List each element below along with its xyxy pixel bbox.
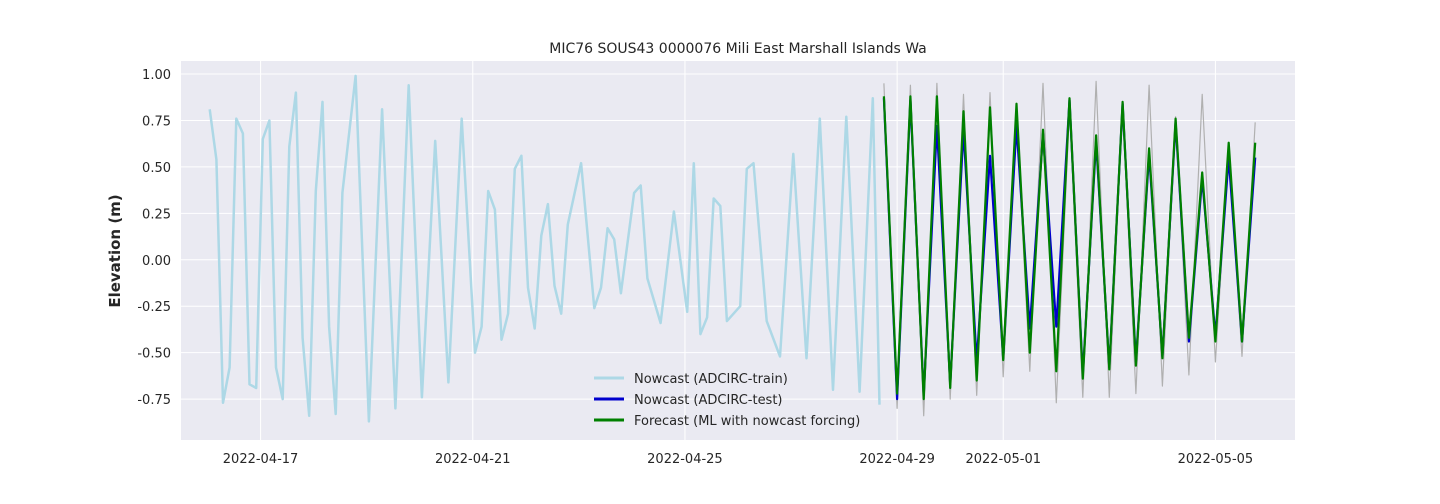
x-tick-label: 2022-04-25 bbox=[647, 452, 723, 467]
y-tick-label: 0.25 bbox=[142, 207, 171, 222]
series-line-nowcast-train bbox=[208, 74, 881, 423]
y-tick-label: 0.50 bbox=[142, 161, 171, 176]
y-tick-label: 0.75 bbox=[142, 114, 171, 129]
legend-label: Nowcast (ADCIRC-test) bbox=[634, 393, 783, 408]
legend: Nowcast (ADCIRC-train) Nowcast (ADCIRC-te… bbox=[594, 372, 860, 429]
y-tick-label: 1.00 bbox=[142, 68, 171, 83]
x-tick-label: 2022-05-05 bbox=[1178, 452, 1254, 467]
chart-title: MIC76 SOUS43 0000076 Mili East Marshall … bbox=[549, 41, 927, 57]
series-layer bbox=[208, 74, 1257, 423]
y-tick-label: -0.25 bbox=[137, 300, 171, 315]
series-line-forecast bbox=[882, 95, 1257, 401]
x-tick-label: 2022-04-17 bbox=[223, 452, 299, 467]
y-tick-label: 0.00 bbox=[142, 254, 171, 269]
x-tick-label: 2022-04-29 bbox=[859, 452, 935, 467]
grid bbox=[181, 61, 1295, 440]
x-tick-label: 2022-05-01 bbox=[965, 452, 1041, 467]
y-axis-label: Elevation (m) bbox=[106, 194, 124, 307]
x-tick-label: 2022-04-21 bbox=[435, 452, 511, 467]
y-axis-ticks: -0.75 -0.50 -0.25 0.00 0.25 0.50 0.75 1.00 bbox=[137, 68, 171, 408]
legend-label: Forecast (ML with nowcast forcing) bbox=[634, 414, 860, 429]
x-axis-ticks: 2022-04-17 2022-04-21 2022-04-25 2022-04-29… bbox=[223, 452, 1253, 467]
y-tick-label: -0.50 bbox=[137, 347, 171, 362]
y-tick-label: -0.75 bbox=[137, 393, 171, 408]
legend-label: Nowcast (ADCIRC-train) bbox=[634, 372, 788, 387]
